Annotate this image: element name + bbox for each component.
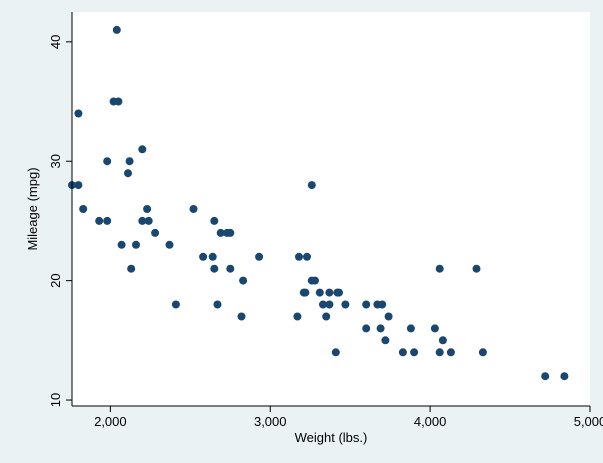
data-point <box>446 348 455 357</box>
data-points <box>68 25 569 381</box>
data-point <box>117 240 126 249</box>
data-point <box>138 145 147 154</box>
data-point <box>472 264 481 273</box>
data-point <box>335 288 343 297</box>
data-point <box>95 216 104 225</box>
data-point <box>199 252 208 261</box>
data-point <box>362 300 371 309</box>
data-point <box>319 300 327 309</box>
data-point <box>293 312 302 321</box>
data-point <box>237 312 246 321</box>
data-point <box>301 288 310 297</box>
y-axis: 10 20 30 40 <box>48 12 73 407</box>
data-point <box>124 169 132 178</box>
x-axis: 2,000 3,000 4,000 5,000 <box>72 405 603 429</box>
x-tick-label: 5,000 <box>574 414 603 429</box>
data-point <box>331 348 340 357</box>
data-point <box>213 300 222 309</box>
data-point <box>322 312 331 321</box>
data-point <box>239 276 248 285</box>
data-point <box>210 216 219 225</box>
data-point <box>325 288 334 297</box>
y-tick-label: 20 <box>48 273 63 287</box>
data-point <box>171 300 180 309</box>
data-point <box>189 205 198 213</box>
data-point <box>112 25 121 34</box>
y-axis-title: Mileage (mpg) <box>25 167 40 250</box>
data-point <box>362 324 371 333</box>
data-point <box>398 348 407 357</box>
data-point <box>114 97 123 106</box>
data-point <box>410 348 419 357</box>
data-point <box>138 216 147 225</box>
data-point <box>406 324 415 333</box>
data-point <box>541 372 550 381</box>
data-point <box>325 300 334 309</box>
data-point <box>144 216 153 225</box>
data-point <box>210 264 219 273</box>
y-tick-label: 10 <box>48 393 63 407</box>
data-point <box>255 252 264 261</box>
data-point <box>478 348 487 357</box>
data-point <box>125 157 134 166</box>
data-point <box>384 312 393 321</box>
data-point <box>165 240 174 249</box>
data-point <box>127 264 136 273</box>
y-tick-label: 30 <box>48 154 63 168</box>
data-point <box>216 228 225 237</box>
data-point <box>560 372 569 381</box>
data-point <box>435 264 444 273</box>
data-point <box>435 348 444 357</box>
x-tick-label: 3,000 <box>254 414 287 429</box>
plot-area <box>72 12 590 406</box>
x-tick-label: 4,000 <box>414 414 447 429</box>
data-point <box>341 300 350 309</box>
data-point <box>226 228 235 237</box>
data-point <box>151 228 160 237</box>
data-point <box>295 252 303 261</box>
data-point <box>303 252 311 261</box>
data-point <box>376 324 385 333</box>
data-point <box>208 252 217 261</box>
data-point <box>74 109 83 118</box>
x-axis-title: Weight (lbs.) <box>295 430 368 445</box>
data-point <box>79 205 88 213</box>
data-point <box>132 240 140 249</box>
data-point <box>103 216 112 225</box>
data-point <box>430 324 439 333</box>
data-point <box>226 264 235 273</box>
data-point <box>74 181 83 190</box>
data-point <box>143 205 152 213</box>
data-point <box>378 300 387 309</box>
y-tick-label: 40 <box>48 35 63 49</box>
data-point <box>311 276 319 285</box>
data-point <box>103 157 112 166</box>
data-point <box>381 336 390 345</box>
data-point <box>307 181 316 190</box>
data-point <box>438 336 447 345</box>
data-point <box>315 288 324 297</box>
x-tick-label: 2,000 <box>94 414 127 429</box>
